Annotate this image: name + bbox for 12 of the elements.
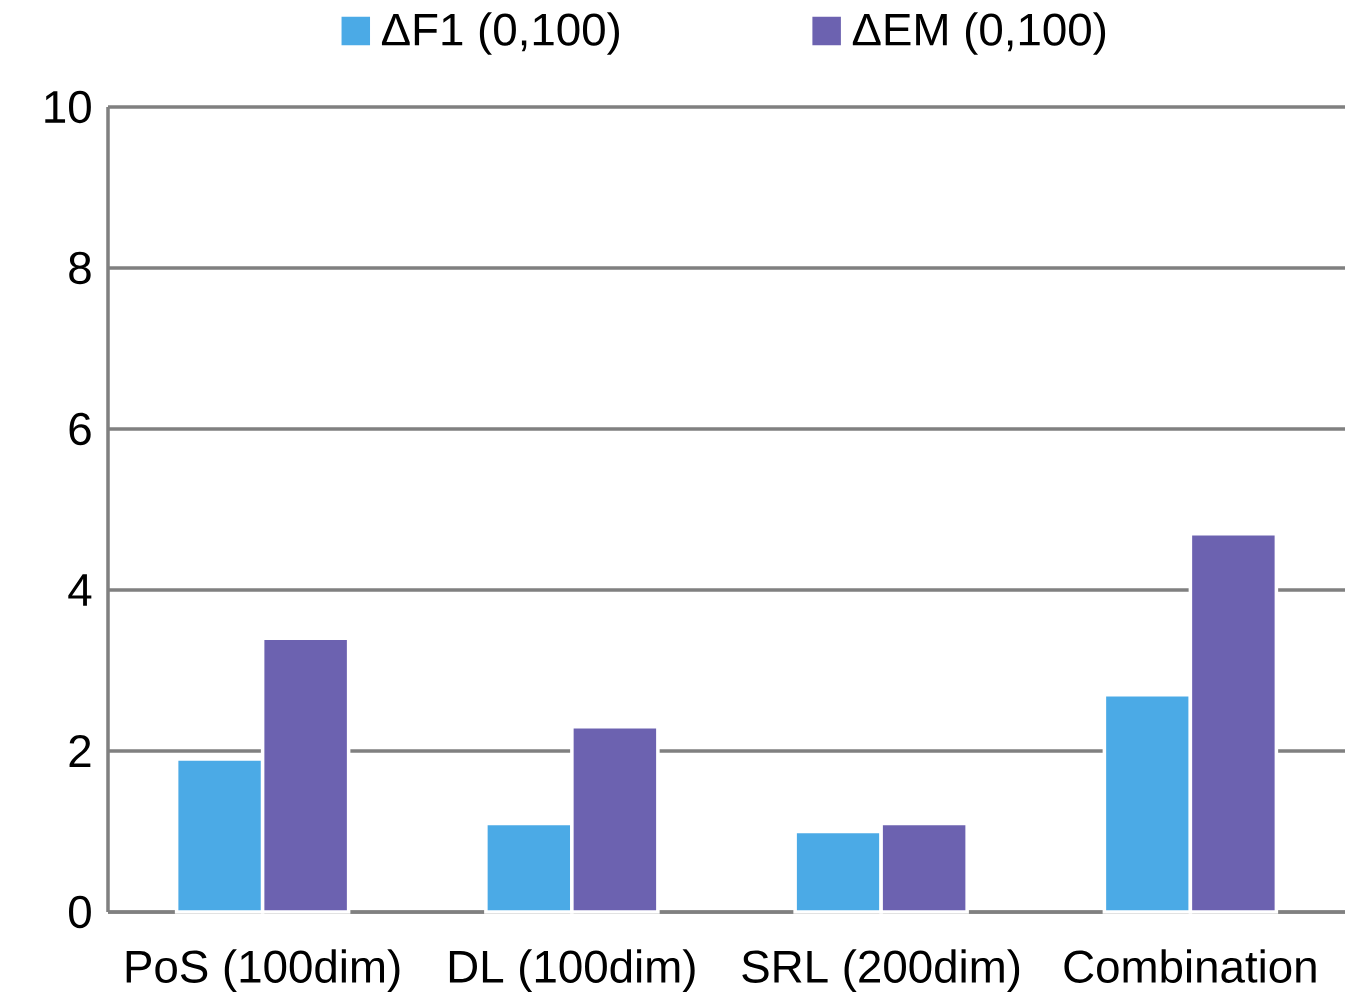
x-tick-label: SRL (200dim) [742,949,1020,992]
x-tick-label: Combination [1064,949,1316,983]
legend-label: ΔF1 (0,100) [381,12,619,55]
y-tick-label: 8 [69,251,91,285]
x-tick-label: PoS (100dim) [126,949,400,992]
y-tick-label: 4 [68,574,92,606]
x-tick-label: DL (100dim) [449,949,695,992]
y-tick-label: 2 [69,735,91,767]
y-tick-label: 10 [45,90,91,124]
legend-label: ΔEM (0,100) [852,12,1106,55]
y-tick-label: 0 [69,895,91,929]
y-tick-label: 6 [69,412,91,446]
